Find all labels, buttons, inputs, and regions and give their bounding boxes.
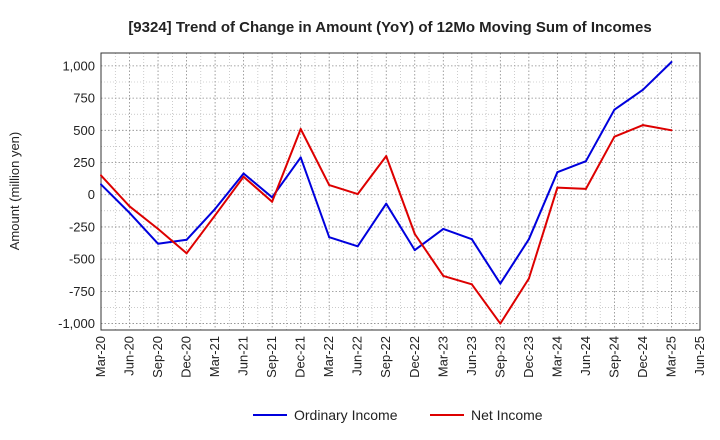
net-income-point — [413, 233, 416, 236]
net-income-point — [157, 227, 160, 230]
net-income-point — [442, 274, 445, 277]
ordinary-income-point — [584, 160, 587, 163]
ordinary-income-point — [157, 242, 160, 245]
ordinary-income-point — [413, 249, 416, 252]
plot-frame — [100, 52, 701, 331]
ordinary-income-point — [299, 156, 302, 159]
ordinary-income-point — [670, 61, 673, 64]
ordinary-income-point — [641, 88, 644, 91]
x-tick-label: Jun-23 — [464, 336, 479, 376]
ordinary-income-point — [214, 207, 217, 210]
net-income-point — [185, 252, 188, 255]
net-income-point — [470, 283, 473, 286]
y-tick-label: -250 — [69, 219, 95, 234]
grid — [100, 53, 701, 330]
y-tick-label: 500 — [73, 123, 95, 138]
y-tick-label: -750 — [69, 284, 95, 299]
x-tick-label: Jun-22 — [350, 336, 365, 376]
x-tick-label: Sep-24 — [606, 336, 621, 378]
ordinary-income-point — [613, 108, 616, 111]
x-tick-label: Jun-21 — [236, 336, 251, 376]
net-income-point — [527, 277, 530, 280]
x-tick-label: Dec-23 — [521, 336, 536, 378]
y-tick-label: 0 — [88, 187, 95, 202]
net-income-point — [271, 200, 274, 203]
ordinary-income-point — [242, 172, 245, 175]
legend-label-net-income: Net Income — [471, 407, 543, 423]
ordinary-income-point — [356, 245, 359, 248]
net-income-point — [299, 128, 302, 131]
y-tick-label: 750 — [73, 91, 95, 106]
x-tick-label: Mar-25 — [663, 336, 678, 377]
y-axis-label: Amount (million yen) — [7, 132, 22, 251]
net-income-point — [584, 187, 587, 190]
x-tick-label: Mar-24 — [549, 336, 564, 377]
ordinary-income-point — [527, 238, 530, 241]
ordinary-income-point — [128, 211, 131, 214]
net-income-point — [214, 214, 217, 217]
x-tick-label: Sep-20 — [150, 336, 165, 378]
y-tick-label: -500 — [69, 252, 95, 267]
ordinary-income-point — [328, 236, 331, 239]
x-tick-label: Dec-24 — [635, 336, 650, 378]
x-tick-label: Dec-22 — [407, 336, 422, 378]
ordinary-income-point — [499, 282, 502, 285]
axes: 1,000 750 500 250 0 -250 -500 -750 -1,000 Mar-20 J… — [58, 52, 707, 378]
ordinary-income-point — [556, 171, 559, 174]
net-income-point — [613, 135, 616, 138]
x-tick-label: Mar-23 — [435, 336, 450, 377]
net-income-point — [100, 174, 102, 177]
x-tick-label: Jun-24 — [578, 336, 593, 376]
net-income-point — [556, 186, 559, 189]
y-tick-label: 1,000 — [62, 58, 95, 73]
ordinary-income-point — [442, 227, 445, 230]
x-tick-label: Mar-20 — [93, 336, 108, 377]
x-tick-label: Jun-25 — [692, 336, 707, 376]
net-income-point — [328, 184, 331, 187]
net-income-point — [356, 193, 359, 196]
net-income-point — [128, 205, 131, 208]
chart-title: [9324] Trend of Change in Amount (YoY) o… — [128, 19, 651, 36]
ordinary-income-point — [470, 238, 473, 241]
x-tick-label: Sep-22 — [378, 336, 393, 378]
net-income-point — [242, 175, 245, 178]
x-tick-label: Dec-21 — [293, 336, 308, 378]
series-lines — [100, 61, 673, 325]
x-tick-label: Dec-20 — [179, 336, 194, 378]
net-income-point — [385, 155, 388, 158]
x-tick-label: Sep-21 — [264, 336, 279, 378]
x-tick-label: Sep-23 — [492, 336, 507, 378]
net-income-point — [670, 129, 673, 132]
ordinary-income-point — [385, 202, 388, 205]
net-income-point — [499, 322, 502, 325]
ordinary-income-point — [185, 238, 188, 241]
legend-label-ordinary-income: Ordinary Income — [294, 407, 398, 423]
net-income-point — [641, 124, 644, 127]
y-tick-label: 250 — [73, 155, 95, 170]
legend: Ordinary Income Net Income — [253, 407, 543, 423]
x-tick-label: Mar-21 — [207, 336, 222, 377]
x-tick-label: Jun-20 — [122, 336, 137, 376]
x-tick-label: Mar-22 — [321, 336, 336, 377]
ordinary-income-point — [100, 183, 102, 186]
y-tick-label: -1,000 — [58, 316, 95, 331]
